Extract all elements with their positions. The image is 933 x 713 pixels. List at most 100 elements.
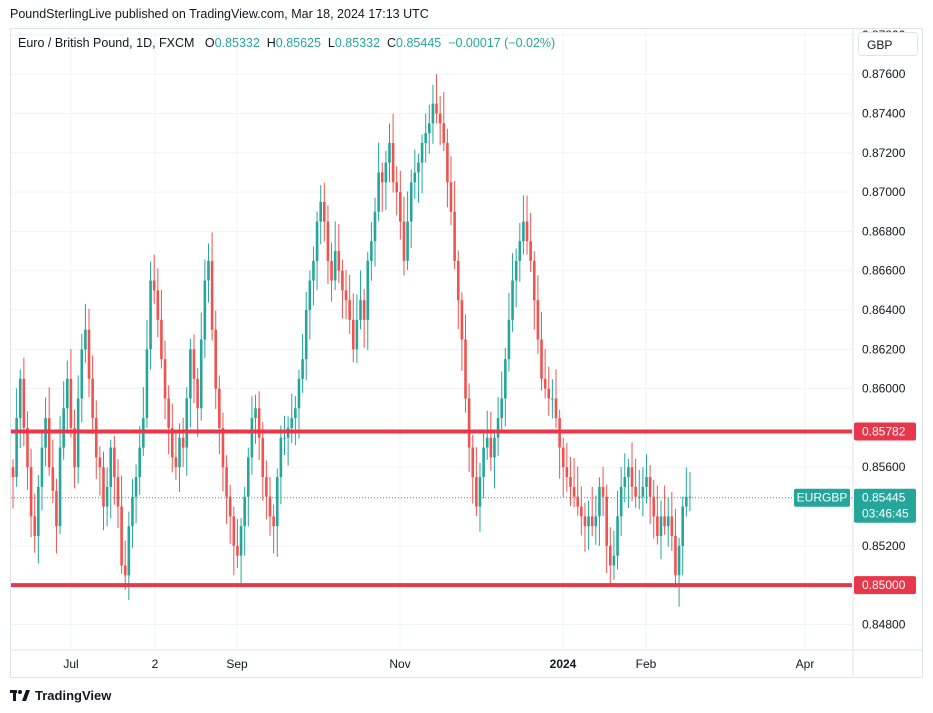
- candle-body: [312, 260, 315, 281]
- candle-body: [536, 300, 540, 340]
- x-tick-label: Sep: [226, 657, 248, 671]
- candle-body: [377, 172, 380, 212]
- candle-body: [250, 418, 254, 458]
- candle-body: [297, 378, 301, 409]
- candle-body: [612, 555, 616, 566]
- candle-body: [254, 408, 257, 419]
- candle-body: [167, 398, 170, 428]
- candle-body: [272, 516, 275, 527]
- candle-body: [446, 142, 449, 183]
- candle-body: [185, 398, 189, 448]
- candle-body: [210, 260, 214, 330]
- candle-body: [666, 516, 670, 527]
- x-tick-label: Feb: [636, 657, 657, 671]
- x-tick-label: Nov: [389, 657, 410, 671]
- candle-body: [384, 162, 388, 183]
- candle-body: [73, 427, 76, 468]
- candle-body: [84, 329, 87, 350]
- candle-body: [11, 467, 15, 478]
- candle-body: [652, 496, 656, 517]
- candle-body: [609, 545, 612, 566]
- candle-body: [619, 486, 623, 517]
- candle-body: [475, 477, 478, 507]
- candle-body: [547, 388, 551, 399]
- candle-body: [94, 418, 98, 458]
- candle-body: [428, 123, 431, 134]
- legend-l-value: 0.85332: [334, 36, 381, 50]
- candle-body: [243, 496, 246, 527]
- candle-body: [420, 142, 424, 163]
- candle-body: [170, 427, 174, 458]
- x-tick-label: Jul: [63, 657, 78, 671]
- candle-body: [301, 359, 304, 379]
- candle-body: [120, 506, 123, 566]
- candle-body: [529, 241, 532, 261]
- candle-body: [203, 280, 207, 340]
- candle-body: [532, 260, 536, 301]
- currency-button[interactable]: GBP: [858, 32, 918, 56]
- candle-body: [685, 496, 688, 507]
- chart-frame: [10, 28, 923, 678]
- candle-body: [453, 211, 456, 261]
- candle-body: [232, 516, 236, 546]
- y-tick-label: 0.87000: [862, 185, 906, 199]
- candle-body: [464, 339, 467, 399]
- candle-body: [641, 486, 645, 497]
- candle-body: [207, 260, 210, 281]
- candle-body: [192, 349, 196, 379]
- candle-body: [51, 467, 55, 491]
- candle-body: [496, 418, 500, 438]
- candle-body: [659, 516, 663, 537]
- candle-body: [522, 221, 525, 242]
- x-tick-label: 2: [152, 657, 159, 671]
- legend-o-label: O: [204, 36, 215, 50]
- candle-body: [22, 378, 26, 428]
- candle-body: [196, 378, 199, 409]
- candle-body: [58, 447, 62, 527]
- candle-body: [152, 280, 156, 291]
- legend-change: −0.00017 (−0.02%): [448, 36, 556, 50]
- candle-body: [55, 490, 58, 527]
- candle-body: [395, 182, 399, 193]
- y-tick-label: 0.86000: [862, 382, 906, 396]
- candle-body: [616, 516, 619, 556]
- candle-body: [47, 418, 51, 468]
- level-price-tag: [854, 576, 916, 595]
- candle-body: [572, 486, 576, 497]
- candle-body: [417, 162, 420, 173]
- legend-h-value: 0.85625: [275, 36, 321, 50]
- candle-body: [518, 241, 522, 261]
- candle-body: [29, 467, 33, 517]
- y-tick-label: 0.87400: [862, 107, 906, 121]
- candle-body: [294, 408, 297, 419]
- ohlc-legend: Euro / British Pound, 1D, FXCM O0.85332 …: [18, 36, 555, 50]
- candle-body: [677, 545, 681, 576]
- candle-body: [102, 467, 105, 507]
- candle-body: [380, 172, 384, 183]
- legend-c-value: 0.85445: [396, 36, 442, 50]
- candle-body: [37, 486, 40, 537]
- last-price-tag: [854, 488, 916, 523]
- candle-body: [214, 329, 218, 389]
- candle-body: [225, 467, 228, 497]
- y-tick-label: 0.86800: [862, 224, 906, 238]
- y-tick-label: 0.86200: [862, 342, 906, 356]
- tradingview-brand: TradingView: [35, 688, 112, 703]
- candle-body: [478, 477, 482, 507]
- candle-body: [239, 526, 243, 556]
- candle-body: [123, 565, 127, 576]
- candle-body: [134, 477, 138, 497]
- y-tick-label: 0.85600: [862, 460, 906, 474]
- candle-body: [507, 319, 511, 360]
- y-tick-label: 0.86600: [862, 264, 906, 278]
- candle-body: [247, 457, 250, 497]
- candle-body: [308, 280, 312, 311]
- candle-body: [33, 516, 37, 537]
- candle-body: [326, 221, 330, 261]
- candle-body: [656, 516, 659, 537]
- candle-body: [388, 142, 391, 163]
- candle-body: [218, 388, 221, 428]
- tradingview-logo[interactable]: TradingView: [10, 688, 111, 703]
- candle-body: [482, 447, 485, 478]
